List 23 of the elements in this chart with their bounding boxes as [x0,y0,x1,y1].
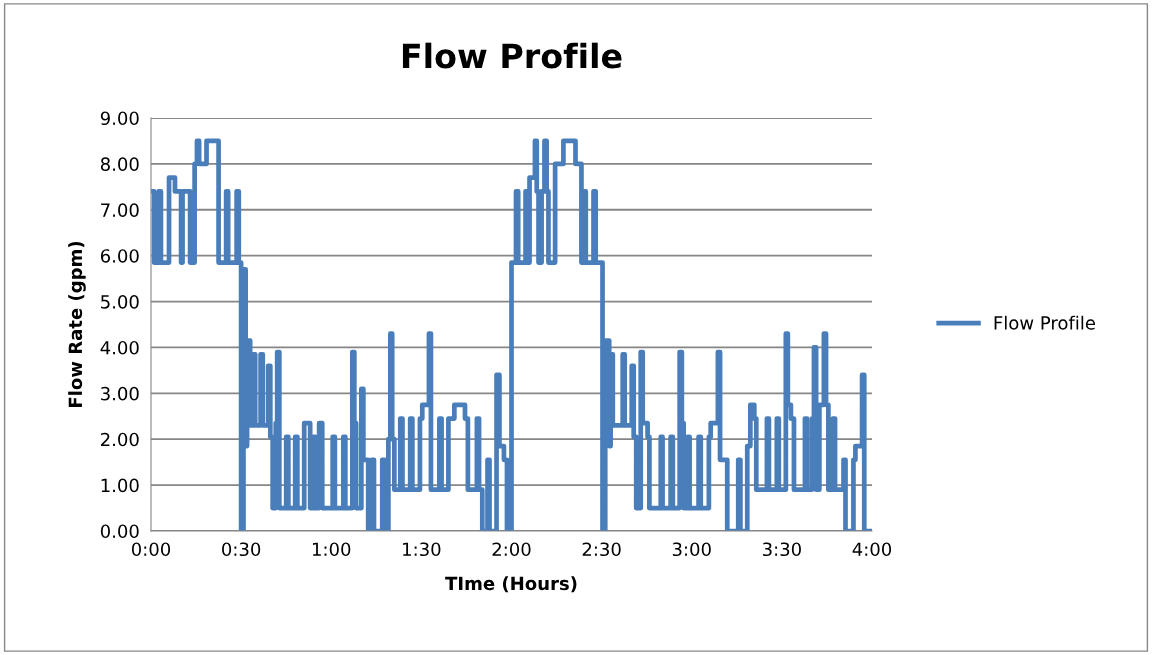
x-axis-title: TIme (Hours) [445,576,577,593]
x-tick-label: 1:00 [312,542,351,557]
y-axis-title: Flow Rate (gpm) [68,241,86,407]
y-tick-label: 9.00 [100,111,139,126]
chart-title: Flow Profile [402,42,622,69]
y-tick-label: 8.00 [100,157,139,172]
x-tick-label: 0:30 [222,542,261,557]
x-tick-label: 4:00 [852,542,892,557]
y-tick-label: 6.00 [100,249,139,263]
y-tick-label: 1.00 [101,478,139,493]
y-tick-label: 4.00 [100,340,139,355]
x-tick-label: 3:00 [672,542,711,557]
x-tick-label: 0:00 [131,542,171,557]
x-tick-label: 2:30 [582,542,621,557]
y-tick-label: 5.00 [101,295,139,309]
y-tick-label: 3.00 [101,386,139,401]
y-tick-label: 7.00 [101,203,139,217]
x-tick-label: 2:00 [492,542,531,557]
x-tick-label: 3:30 [762,542,801,557]
y-tick-label: 2.00 [101,432,139,447]
x-tick-label: 1:30 [403,542,441,557]
y-tick-label: 0.00 [100,524,139,539]
legend-label: Flow Profile [994,315,1096,330]
